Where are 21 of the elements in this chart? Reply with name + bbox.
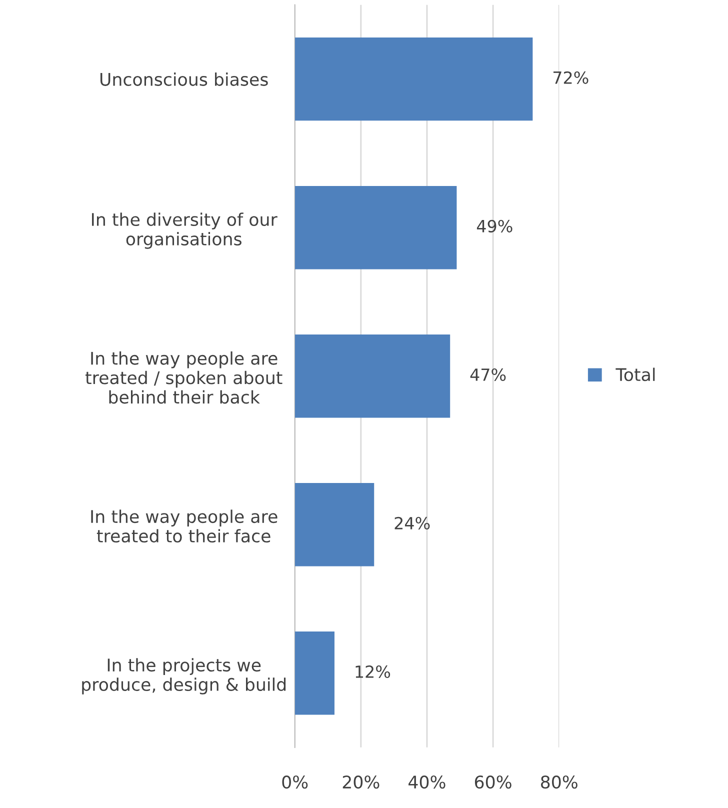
text: 49% [476,220,512,232]
x-tick-label: 20% [342,775,380,789]
text: 12% [356,665,390,678]
x-tick-label: 40% [408,775,446,789]
y-tick-label: In the diversity of our organisations [92,212,278,249]
bar [294,186,457,270]
text: 47% [470,368,506,381]
bar [294,334,450,418]
x-tick-label: 0% [282,775,308,789]
legend-label: Total [616,368,655,382]
x-tick-label: 60% [474,775,512,789]
bar [294,38,533,121]
y-tick-label: Unconscious biases [100,72,268,86]
bar [294,632,334,715]
y-tick-label: In the way people are treated / spoken about behind their back [85,351,282,404]
bar [294,483,374,566]
y-tick-label: In the way people are treated to their face [91,510,278,543]
text: 24% [394,516,430,530]
x-tick-label: 80% [540,775,578,789]
y-tick-label: In the projects we produce, design & build [82,658,286,694]
text: 72% [553,71,588,84]
